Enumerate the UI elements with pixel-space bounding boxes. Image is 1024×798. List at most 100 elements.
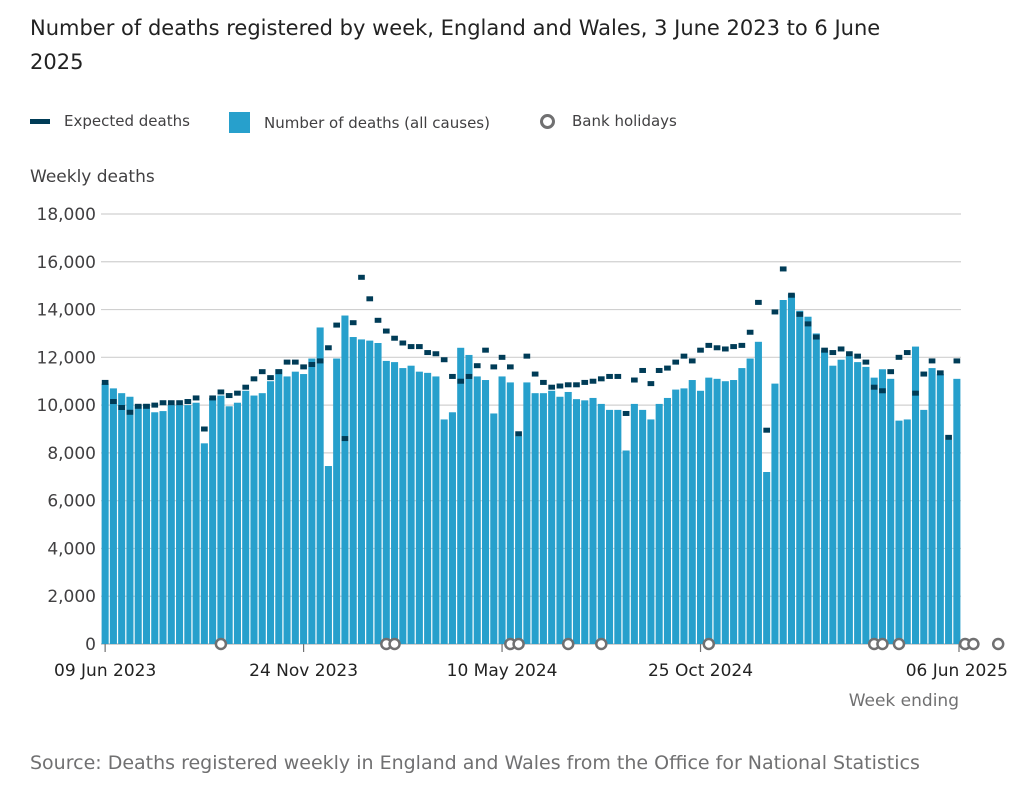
expected-death-mark[interactable]	[209, 395, 216, 401]
expected-death-mark[interactable]	[349, 320, 357, 326]
expected-death-mark[interactable]	[134, 403, 142, 409]
expected-death-mark[interactable]	[837, 346, 845, 352]
expected-death-mark[interactable]	[771, 309, 779, 315]
expected-death-mark[interactable]	[556, 383, 564, 389]
deaths-bar[interactable]	[945, 439, 953, 644]
deaths-bar[interactable]	[606, 409, 614, 644]
deaths-bar[interactable]	[490, 413, 498, 644]
deaths-bar[interactable]	[763, 472, 771, 644]
expected-death-mark[interactable]	[697, 347, 704, 353]
expected-death-mark[interactable]	[688, 358, 696, 364]
expected-death-mark[interactable]	[333, 322, 341, 328]
expected-death-mark[interactable]	[242, 384, 250, 390]
expected-death-mark[interactable]	[358, 274, 365, 280]
expected-death-mark[interactable]	[597, 376, 605, 382]
deaths-bar[interactable]	[192, 402, 200, 644]
expected-death-mark[interactable]	[465, 373, 473, 379]
expected-death-mark[interactable]	[407, 344, 415, 350]
expected-death-mark[interactable]	[440, 357, 448, 363]
deaths-bar[interactable]	[779, 300, 787, 644]
expected-death-mark[interactable]	[523, 353, 531, 359]
bank-holiday-marker[interactable]	[595, 637, 608, 651]
expected-death-mark[interactable]	[622, 410, 630, 416]
expected-death-mark[interactable]	[234, 390, 241, 396]
bank-holiday-marker[interactable]	[892, 637, 906, 651]
expected-death-mark[interactable]	[101, 379, 109, 385]
deaths-bar[interactable]	[391, 362, 399, 644]
deaths-bar[interactable]	[829, 365, 837, 644]
expected-death-mark[interactable]	[812, 334, 820, 340]
expected-death-mark[interactable]	[126, 409, 134, 415]
deaths-bar[interactable]	[118, 393, 126, 644]
deaths-bar[interactable]	[911, 346, 920, 644]
deaths-bar[interactable]	[548, 390, 556, 644]
expected-death-mark[interactable]	[755, 299, 762, 305]
deaths-bar[interactable]	[622, 450, 630, 645]
expected-death-mark[interactable]	[655, 367, 663, 373]
deaths-bar[interactable]	[738, 368, 746, 644]
expected-death-mark[interactable]	[705, 342, 713, 348]
expected-death-mark[interactable]	[928, 358, 936, 364]
expected-death-mark[interactable]	[283, 359, 291, 365]
expected-death-mark[interactable]	[779, 266, 787, 272]
deaths-bar[interactable]	[399, 368, 407, 644]
deaths-bar[interactable]	[887, 378, 895, 644]
expected-death-mark[interactable]	[746, 329, 754, 335]
deaths-bar[interactable]	[754, 341, 762, 644]
deaths-bar[interactable]	[523, 382, 531, 644]
deaths-bar[interactable]	[771, 383, 779, 644]
expected-death-mark[interactable]	[482, 347, 489, 353]
expected-death-mark[interactable]	[531, 371, 539, 377]
deaths-bar[interactable]	[109, 388, 117, 644]
deaths-bar[interactable]	[614, 409, 622, 644]
deaths-bar[interactable]	[812, 333, 820, 644]
expected-death-mark[interactable]	[457, 378, 465, 384]
expected-death-mark[interactable]	[606, 373, 613, 379]
deaths-bar[interactable]	[672, 389, 680, 644]
deaths-bar[interactable]	[688, 380, 696, 644]
deaths-bar[interactable]	[589, 397, 597, 644]
deaths-bar[interactable]	[233, 402, 241, 644]
deaths-bar[interactable]	[457, 347, 465, 644]
deaths-bar[interactable]	[481, 380, 490, 644]
expected-death-mark[interactable]	[540, 379, 547, 385]
expected-death-mark[interactable]	[267, 375, 274, 381]
expected-death-mark[interactable]	[846, 351, 853, 357]
deaths-bar[interactable]	[134, 405, 142, 644]
bank-holiday-marker[interactable]	[561, 637, 575, 651]
deaths-bar[interactable]	[498, 376, 506, 644]
bank-holiday-marker[interactable]	[512, 637, 525, 651]
expected-death-mark[interactable]	[176, 400, 183, 406]
deaths-bar[interactable]	[473, 376, 481, 644]
expected-death-mark[interactable]	[887, 369, 895, 375]
deaths-bar[interactable]	[903, 419, 911, 644]
expected-death-mark[interactable]	[581, 379, 589, 385]
deaths-bar[interactable]	[845, 356, 853, 644]
deaths-bar[interactable]	[415, 371, 423, 644]
deaths-bar[interactable]	[515, 436, 523, 644]
deaths-bar[interactable]	[796, 310, 804, 644]
bank-holiday-marker[interactable]	[388, 637, 401, 651]
expected-death-mark[interactable]	[110, 399, 117, 405]
expected-death-mark[interactable]	[589, 378, 597, 384]
deaths-bar[interactable]	[382, 360, 390, 644]
expected-death-mark[interactable]	[548, 384, 556, 390]
expected-death-mark[interactable]	[854, 353, 861, 359]
deaths-bar[interactable]	[300, 374, 308, 644]
expected-death-mark[interactable]	[424, 350, 431, 356]
deaths-bar[interactable]	[176, 405, 184, 644]
deaths-bar[interactable]	[275, 369, 283, 644]
expected-death-mark[interactable]	[184, 399, 192, 405]
expected-death-mark[interactable]	[647, 381, 655, 387]
expected-death-mark[interactable]	[721, 346, 729, 352]
deaths-bar[interactable]	[928, 368, 936, 644]
expected-death-mark[interactable]	[250, 376, 258, 382]
deaths-bar[interactable]	[424, 372, 432, 644]
deaths-bar[interactable]	[341, 315, 349, 644]
expected-death-mark[interactable]	[953, 358, 961, 364]
expected-death-mark[interactable]	[449, 373, 456, 379]
expected-death-mark[interactable]	[143, 403, 150, 409]
expected-death-mark[interactable]	[192, 395, 200, 401]
deaths-bar[interactable]	[862, 366, 870, 644]
deaths-bar[interactable]	[696, 390, 705, 644]
